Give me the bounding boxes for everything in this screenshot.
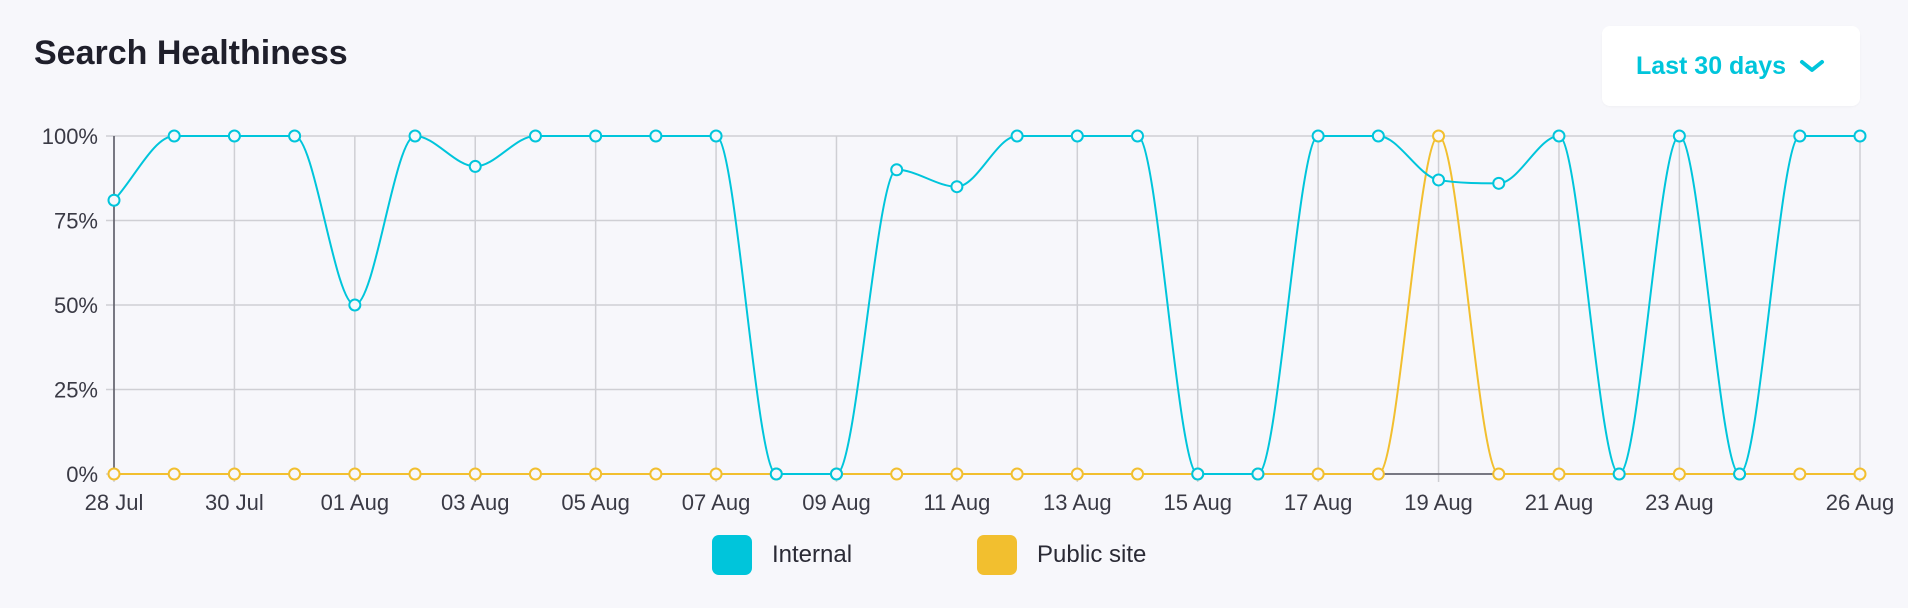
data-point-public-site[interactable] — [167, 467, 181, 481]
x-tick-label: 23 Aug — [1645, 490, 1714, 515]
data-point-internal[interactable] — [1853, 129, 1867, 143]
data-point-public-site[interactable] — [709, 467, 723, 481]
legend-item-public-site[interactable]: Public site — [977, 535, 1146, 575]
x-tick-label: 30 Jul — [205, 490, 264, 515]
data-point-internal[interactable] — [1070, 129, 1084, 143]
data-point-internal[interactable] — [1793, 129, 1807, 143]
x-tick-label: 03 Aug — [441, 490, 510, 515]
data-point-internal[interactable] — [1672, 129, 1686, 143]
legend-swatch — [712, 535, 752, 575]
data-point-internal[interactable] — [1191, 467, 1205, 481]
x-tick-label: 05 Aug — [561, 490, 630, 515]
x-tick-label: 13 Aug — [1043, 490, 1112, 515]
x-tick-label: 26 Aug — [1826, 490, 1895, 515]
data-point-internal[interactable] — [528, 129, 542, 143]
chevron-down-icon — [1800, 60, 1825, 72]
data-point-internal[interactable] — [1492, 176, 1506, 190]
data-point-internal[interactable] — [348, 298, 362, 312]
data-point-internal[interactable] — [1251, 467, 1265, 481]
data-point-public-site[interactable] — [1070, 467, 1084, 481]
x-tick-label: 07 Aug — [682, 490, 751, 515]
data-point-internal[interactable] — [167, 129, 181, 143]
data-point-internal[interactable] — [589, 129, 603, 143]
x-tick-label: 09 Aug — [802, 490, 871, 515]
data-point-internal[interactable] — [468, 159, 482, 173]
data-point-public-site[interactable] — [408, 467, 422, 481]
data-point-internal[interactable] — [1432, 173, 1446, 187]
x-tick-label: 11 Aug — [923, 490, 990, 515]
data-point-internal[interactable] — [1733, 467, 1747, 481]
date-range-label: Last 30 days — [1635, 51, 1787, 80]
x-tick-label: 15 Aug — [1163, 490, 1232, 515]
data-point-public-site[interactable] — [1311, 467, 1325, 481]
data-point-internal[interactable] — [649, 129, 663, 143]
x-tick-label: 28 Jul — [85, 490, 144, 515]
data-point-public-site[interactable] — [528, 467, 542, 481]
data-point-public-site[interactable] — [950, 467, 964, 481]
data-point-public-site[interactable] — [348, 467, 362, 481]
data-point-internal[interactable] — [950, 180, 964, 194]
y-tick-label: 100% — [42, 124, 98, 149]
data-point-internal[interactable] — [408, 129, 422, 143]
data-point-internal[interactable] — [829, 467, 843, 481]
data-point-public-site[interactable] — [1793, 467, 1807, 481]
data-point-internal[interactable] — [1010, 129, 1024, 143]
y-tick-label: 75% — [54, 209, 98, 234]
data-point-public-site[interactable] — [227, 467, 241, 481]
data-point-public-site[interactable] — [1672, 467, 1686, 481]
data-point-internal[interactable] — [288, 129, 302, 143]
legend-label: Public site — [1037, 541, 1146, 568]
x-tick-label: 17 Aug — [1284, 490, 1353, 515]
data-point-public-site[interactable] — [1853, 467, 1867, 481]
data-point-internal[interactable] — [1552, 129, 1566, 143]
data-point-internal[interactable] — [227, 129, 241, 143]
data-point-internal[interactable] — [1311, 129, 1325, 143]
data-point-public-site[interactable] — [589, 467, 603, 481]
page-title: Search Healthiness — [34, 34, 348, 72]
legend-swatch — [977, 535, 1017, 575]
data-point-public-site[interactable] — [1432, 129, 1446, 143]
data-point-public-site[interactable] — [107, 467, 121, 481]
data-point-internal[interactable] — [1131, 129, 1145, 143]
x-tick-label: 21 Aug — [1525, 490, 1594, 515]
data-point-internal[interactable] — [1371, 129, 1385, 143]
data-point-internal[interactable] — [890, 163, 904, 177]
data-point-internal[interactable] — [107, 193, 121, 207]
data-point-public-site[interactable] — [1131, 467, 1145, 481]
data-point-public-site[interactable] — [1492, 467, 1506, 481]
date-range-dropdown[interactable]: Last 30 days — [1602, 26, 1860, 106]
data-point-public-site[interactable] — [468, 467, 482, 481]
y-tick-label: 50% — [54, 293, 98, 318]
x-tick-label: 01 Aug — [321, 490, 390, 515]
y-tick-label: 0% — [66, 462, 98, 487]
data-point-public-site[interactable] — [890, 467, 904, 481]
series-line-public-site — [114, 134, 1860, 475]
data-point-internal[interactable] — [709, 129, 723, 143]
x-tick-label: 19 Aug — [1404, 490, 1473, 515]
data-point-internal[interactable] — [769, 467, 783, 481]
legend-label: Internal — [772, 541, 852, 568]
y-tick-label: 25% — [54, 378, 98, 403]
data-point-public-site[interactable] — [649, 467, 663, 481]
legend-item-internal[interactable]: Internal — [712, 535, 852, 575]
data-point-internal[interactable] — [1612, 467, 1626, 481]
data-point-public-site[interactable] — [1552, 467, 1566, 481]
data-point-public-site[interactable] — [1010, 467, 1024, 481]
data-point-public-site[interactable] — [1371, 467, 1385, 481]
data-point-public-site[interactable] — [288, 467, 302, 481]
